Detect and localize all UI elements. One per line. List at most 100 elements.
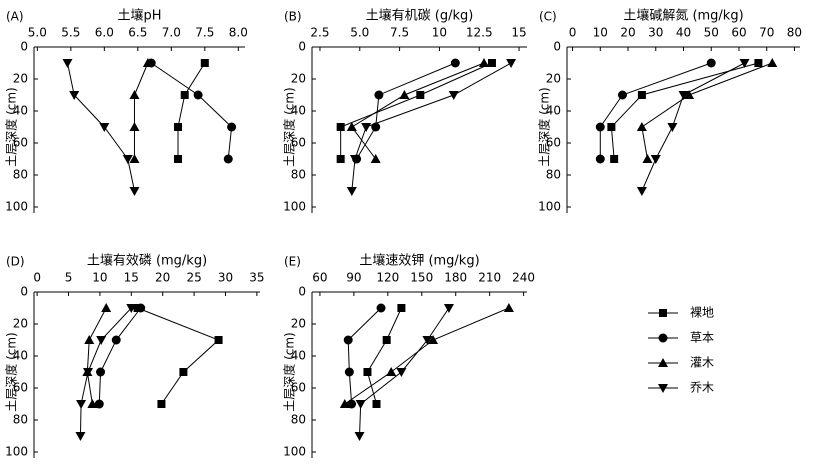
marker xyxy=(122,155,133,164)
x-tick-label: 50 xyxy=(704,26,719,40)
y-tick-label: 80 xyxy=(13,168,28,182)
marker xyxy=(99,123,110,132)
series-line xyxy=(344,307,510,405)
x-tick-label: 90 xyxy=(346,271,361,285)
marker xyxy=(111,335,121,345)
marker xyxy=(642,154,653,163)
y-tick-label: 20 xyxy=(13,317,28,331)
marker xyxy=(227,122,237,132)
y-axis-label: 土层深度 (cm) xyxy=(282,332,297,411)
x-tick-label: 10 xyxy=(92,271,107,285)
marker xyxy=(346,187,357,196)
marker xyxy=(636,187,647,196)
marker xyxy=(101,303,112,312)
x-tick-label: 15 xyxy=(124,271,139,285)
marker xyxy=(129,90,140,99)
x-tick-label: 6.0 xyxy=(95,26,114,40)
marker xyxy=(595,122,605,132)
marker xyxy=(376,303,386,313)
x-tick-label: 35 xyxy=(249,271,264,285)
x-tick-label: 20 xyxy=(155,271,170,285)
panel-label: (A) xyxy=(6,10,24,24)
marker xyxy=(636,122,647,131)
marker xyxy=(658,358,668,367)
legend-label: 乔木 xyxy=(690,381,714,395)
y-tick-label: 60 xyxy=(291,136,306,150)
x-tick-label: 7.5 xyxy=(390,26,409,40)
y-tick-label: 0 xyxy=(20,285,28,299)
marker xyxy=(610,155,619,163)
x-tick-label: 70 xyxy=(759,26,774,40)
y-axis-label: 土层深度 (cm) xyxy=(282,87,297,166)
marker xyxy=(126,304,137,313)
y-tick-label: 60 xyxy=(546,136,561,150)
y-tick-label: 80 xyxy=(546,168,561,182)
series-line xyxy=(359,307,450,437)
marker xyxy=(136,303,146,313)
y-tick-label: 0 xyxy=(298,285,306,299)
marker xyxy=(76,400,87,409)
marker xyxy=(129,154,140,163)
marker xyxy=(739,59,750,68)
x-tick-label: 15 xyxy=(511,26,526,40)
marker xyxy=(174,123,183,131)
marker xyxy=(422,336,433,345)
y-tick-label: 100 xyxy=(5,445,28,459)
x-tick-label: 5.5 xyxy=(61,26,80,40)
chart-title: 土壤pH xyxy=(117,8,161,24)
series-line xyxy=(610,62,759,160)
x-tick-label: 25 xyxy=(186,271,201,285)
panel-label: (B) xyxy=(284,10,302,24)
marker xyxy=(223,154,233,164)
marker xyxy=(96,336,107,345)
marker xyxy=(479,58,489,67)
series-line xyxy=(137,307,220,405)
x-tick-label: 5 xyxy=(65,271,73,285)
marker xyxy=(193,90,203,100)
marker xyxy=(448,91,459,100)
marker xyxy=(361,123,372,132)
series-line xyxy=(356,62,456,160)
y-axis-label: 土层深度 (cm) xyxy=(4,87,19,166)
legend-label: 灌木 xyxy=(690,356,714,370)
y-tick-label: 80 xyxy=(291,168,306,182)
marker xyxy=(678,91,689,100)
marker xyxy=(347,399,357,409)
chart-title: 土壤碱解氮 (mg/kg) xyxy=(623,8,743,24)
y-axis-label: 土层深度 (cm) xyxy=(537,87,552,166)
series-line xyxy=(366,307,402,405)
marker xyxy=(129,122,140,131)
chart-title: 土壤速效钾 (mg/kg) xyxy=(359,253,479,269)
y-tick-label: 0 xyxy=(20,40,28,54)
marker xyxy=(62,59,73,68)
marker xyxy=(346,122,357,131)
marker xyxy=(443,304,454,313)
series-line xyxy=(133,62,149,159)
x-tick-label: 60 xyxy=(312,271,327,285)
marker xyxy=(343,335,353,345)
y-tick-label: 40 xyxy=(13,104,28,118)
x-tick-label: 60 xyxy=(731,26,746,40)
series-line xyxy=(641,62,773,160)
series-line xyxy=(340,62,493,159)
x-tick-label: 7.5 xyxy=(195,26,214,40)
x-tick-label: 5.0 xyxy=(28,26,47,40)
y-tick-label: 40 xyxy=(291,349,306,363)
marker xyxy=(382,336,391,344)
marker xyxy=(399,90,410,99)
marker xyxy=(336,123,345,131)
x-tick-label: 80 xyxy=(787,26,802,40)
marker xyxy=(96,367,106,377)
marker xyxy=(754,59,763,67)
y-tick-label: 100 xyxy=(538,200,561,214)
y-tick-label: 20 xyxy=(291,72,306,86)
marker xyxy=(200,59,209,67)
marker xyxy=(637,91,646,99)
x-tick-label: 10 xyxy=(593,26,608,40)
series-line xyxy=(98,307,142,405)
x-tick-label: 30 xyxy=(218,271,233,285)
x-tick-label: 8.0 xyxy=(229,26,248,40)
marker xyxy=(667,123,678,132)
marker xyxy=(617,90,627,100)
